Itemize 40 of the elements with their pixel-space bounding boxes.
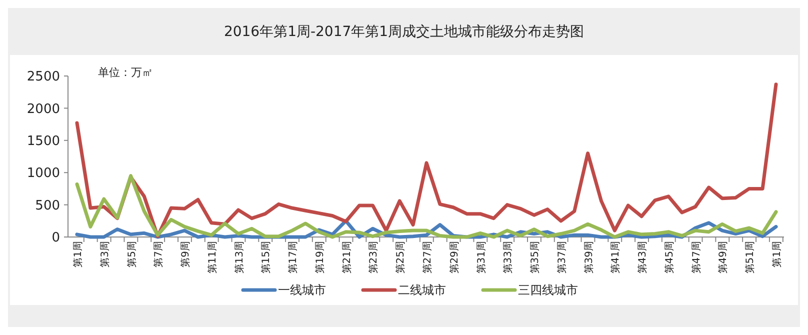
y-tick-label: 1500 <box>26 134 60 149</box>
x-tick-label: 第37周 <box>556 241 568 274</box>
y-tick-label: 0 <box>52 230 60 246</box>
x-tick-label: 第7周 <box>152 241 165 268</box>
y-tick-label: 500 <box>35 198 60 214</box>
y-tick-label: 2500 <box>26 70 60 85</box>
legend-label: 二线城市 <box>398 283 446 298</box>
x-tick-label: 第47周 <box>690 241 702 274</box>
y-tick-label: 2000 <box>26 102 60 117</box>
x-tick-label: 第3周 <box>98 241 111 268</box>
legend-label: 一线城市 <box>278 283 326 298</box>
x-tick-label: 第15周 <box>260 241 272 274</box>
x-tick-label: 第23周 <box>368 241 380 274</box>
legend-label: 三四线城市 <box>518 283 578 298</box>
x-tick-label: 第21周 <box>340 241 353 274</box>
x-tick-label: 第33周 <box>502 241 514 274</box>
line-series <box>75 82 778 238</box>
x-tick-label: 第17周 <box>287 241 300 274</box>
chart-title: 2016年第1周-2017年第1周成交土地城市能级分布走势图 <box>224 24 584 40</box>
x-tick-label: 第19周 <box>314 241 326 274</box>
x-tick-label: 第13周 <box>233 241 246 274</box>
x-tick-label: 第43周 <box>636 241 649 274</box>
x-tick-label: 第45周 <box>663 241 676 274</box>
y-tick-label: 1000 <box>26 166 60 182</box>
x-tick-label: 第31周 <box>475 241 488 274</box>
x-tick-label: 第25周 <box>394 241 407 274</box>
x-tick-label: 第49周 <box>717 241 730 274</box>
x-tick-label: 第41周 <box>610 241 622 274</box>
x-tick-label: 第39周 <box>582 241 595 274</box>
line-series <box>75 174 778 239</box>
x-tick-label: 第51周 <box>744 241 756 274</box>
x-tick-label: 第35周 <box>529 241 542 274</box>
x-tick-label: 第29周 <box>448 241 460 274</box>
x-tick-label: 第1周 <box>72 241 84 268</box>
x-tick-label: 第1周 <box>771 241 783 268</box>
x-tick-label: 第5周 <box>126 241 138 268</box>
x-tick-label: 第27周 <box>422 241 434 274</box>
annotation: 单位：万㎡ <box>98 66 153 79</box>
x-tick-label: 第11周 <box>206 241 218 274</box>
x-tick-label: 第9周 <box>180 241 192 268</box>
